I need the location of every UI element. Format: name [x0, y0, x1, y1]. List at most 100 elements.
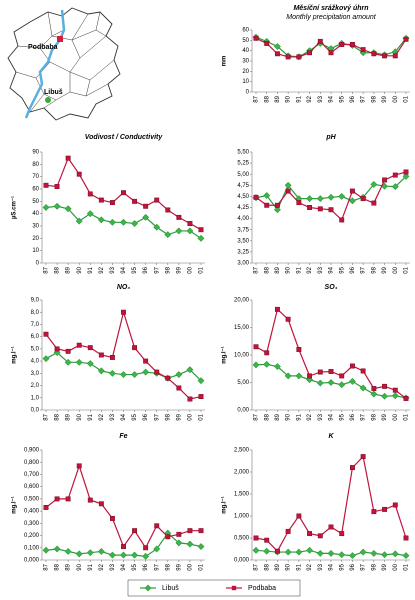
x-tick-label: 97 — [361, 266, 367, 273]
marker — [86, 549, 94, 557]
y-tick-label: 1,000 — [234, 514, 250, 520]
y-tick-label: 0,500 — [234, 536, 250, 542]
marker — [54, 184, 60, 189]
marker — [296, 54, 302, 60]
legend-box — [127, 579, 301, 597]
marker — [64, 358, 72, 366]
marker — [154, 369, 160, 375]
marker — [109, 200, 115, 206]
map-districts — [15, 11, 115, 113]
x-tick-label: 99 — [382, 95, 388, 102]
marker — [187, 396, 193, 402]
chart-title: SO₄ — [325, 284, 338, 291]
y-tick-label: 0,400 — [24, 509, 40, 515]
y-tick-label: 0,00 — [237, 408, 249, 414]
x-tick-label: 89 — [66, 413, 72, 420]
x-tick-label: 01 — [404, 266, 410, 273]
legend-label: Libuš — [162, 585, 179, 592]
marker — [306, 546, 313, 554]
x-tick-label: 89 — [66, 266, 72, 273]
x-tick-label: 97 — [154, 266, 160, 273]
marker — [339, 531, 345, 537]
marker — [109, 515, 115, 521]
marker — [317, 533, 323, 539]
x-tick-label: 00 — [188, 413, 194, 420]
marker — [197, 234, 205, 242]
marker — [97, 367, 105, 375]
marker — [97, 216, 105, 224]
x-tick-label: 89 — [275, 266, 281, 273]
marker — [97, 548, 105, 555]
marker — [371, 386, 377, 392]
x-tick-label: 91 — [296, 95, 302, 102]
x-tick-label: 87 — [44, 266, 50, 273]
marker — [65, 348, 71, 354]
marker — [263, 547, 271, 555]
marker — [175, 227, 183, 235]
marker — [54, 496, 60, 502]
x-tick-label: 95 — [339, 95, 345, 102]
marker — [154, 523, 160, 529]
y-tick-label: 4,75 — [237, 183, 249, 189]
marker — [153, 545, 161, 553]
y-tick-label: 5,25 — [237, 161, 249, 167]
x-tick-label: 92 — [99, 413, 105, 420]
marker — [403, 535, 409, 541]
marker — [175, 539, 183, 547]
marker — [132, 528, 138, 534]
marker — [349, 377, 356, 385]
x-tick-label: 97 — [154, 413, 160, 420]
marker — [382, 177, 388, 183]
chart-title: Fe — [119, 433, 127, 440]
marker — [402, 172, 410, 180]
marker — [382, 383, 388, 389]
marker — [53, 202, 61, 210]
x-tick-label: 91 — [88, 266, 94, 273]
x-tick-label: 92 — [307, 563, 313, 570]
y-tick-label: 20 — [242, 69, 249, 75]
marker — [109, 354, 115, 360]
chart-title: Měsíční srážkový úhrn — [293, 5, 368, 12]
marker — [253, 194, 259, 200]
marker — [65, 496, 71, 502]
y-tick-label: 0,900 — [24, 448, 40, 454]
marker — [360, 368, 366, 374]
x-tick-label: 95 — [339, 413, 345, 420]
marker — [391, 550, 399, 558]
marker — [186, 227, 194, 235]
x-tick-label: 90 — [77, 413, 83, 420]
y-tick-label: 10,00 — [234, 353, 250, 359]
marker — [296, 513, 302, 519]
marker — [370, 180, 378, 188]
marker — [274, 306, 280, 312]
x-tick-label: 92 — [307, 95, 313, 102]
x-tick-label: 99 — [176, 266, 182, 273]
x-tick-label: 99 — [176, 563, 182, 570]
x-tick-label: 87 — [44, 413, 50, 420]
marker — [186, 366, 194, 374]
marker — [76, 171, 82, 177]
marker — [120, 371, 127, 378]
marker — [165, 375, 171, 381]
y-tick-label: 60 — [32, 187, 39, 193]
x-tick-label: 89 — [66, 563, 72, 570]
map-outline — [7, 7, 121, 121]
marker — [132, 345, 138, 351]
x-tick-label: 96 — [143, 563, 149, 570]
marker — [132, 198, 138, 204]
libus-site — [45, 97, 51, 103]
x-tick-label: 01 — [404, 563, 410, 570]
marker — [307, 531, 313, 537]
marker — [317, 206, 323, 212]
y-tick-label: 5,00 — [237, 172, 249, 178]
y-tick-label: 20,00 — [234, 298, 250, 304]
x-tick-label: 94 — [329, 413, 335, 420]
x-tick-label: 95 — [339, 266, 345, 273]
marker — [153, 223, 161, 231]
x-tick-label: 01 — [199, 563, 205, 570]
marker — [370, 390, 378, 398]
y-axis-label: mg.l⁻¹ — [11, 346, 18, 364]
marker — [328, 50, 334, 56]
legend-marker — [231, 585, 237, 591]
